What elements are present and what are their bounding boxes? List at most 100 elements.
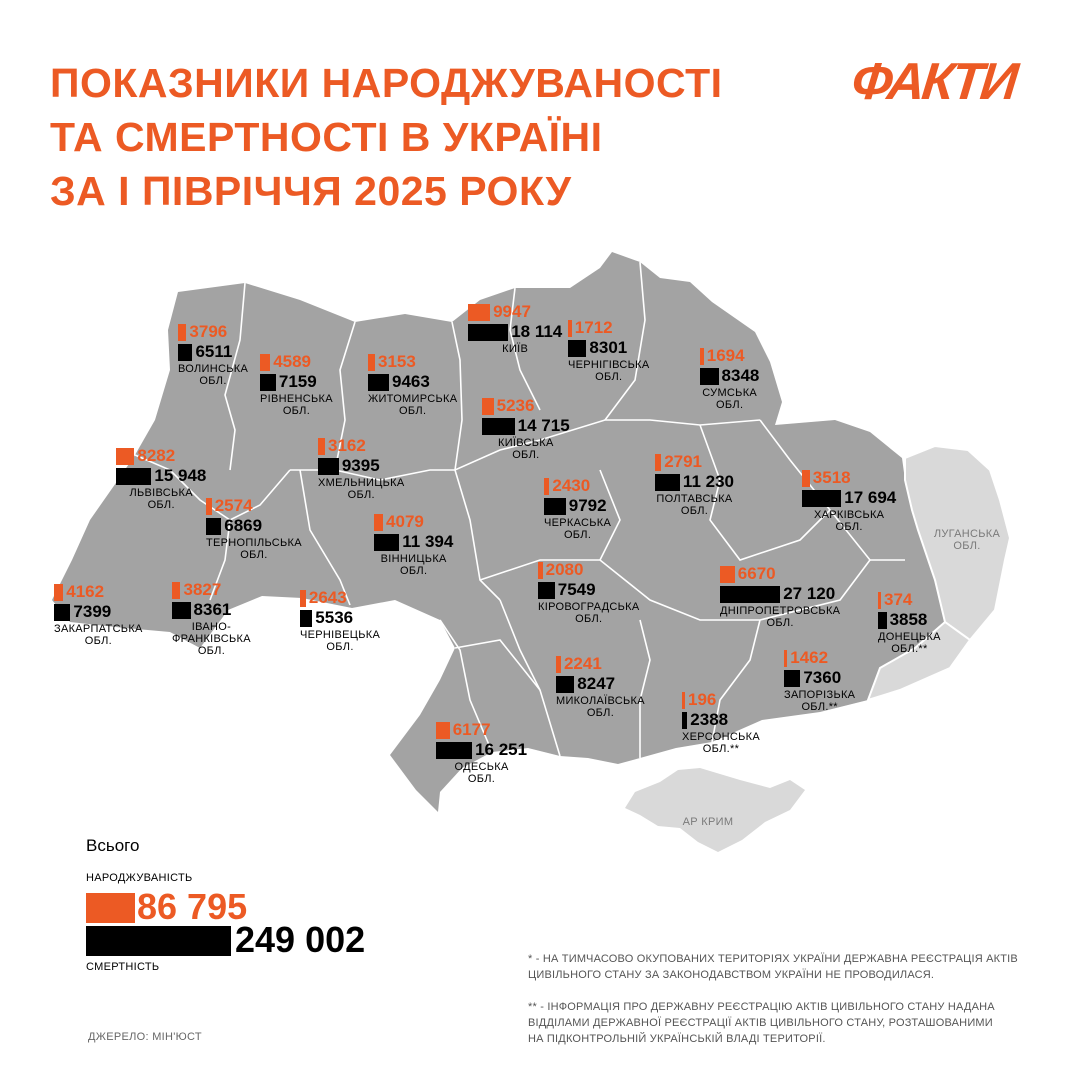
deaths-bar <box>54 603 71 621</box>
deaths-value: 18 114 <box>511 322 563 341</box>
title-line: ЗА І ПІВРІЧЧЯ 2025 РОКУ <box>50 168 572 214</box>
births-value: 4079 <box>386 512 424 531</box>
totals-heading: Всього <box>86 836 140 855</box>
region-name-line: ВОЛИНСЬКА <box>178 363 249 375</box>
births-bar <box>482 397 494 415</box>
region-name-rivnenska: РІВНЕНСЬКА ОБЛ. <box>260 393 333 417</box>
births-value: 5236 <box>496 396 535 415</box>
footnote-1: * - НА ТИМЧАСОВО ОКУПОВАНИХ ТЕРИТОРІЯХ У… <box>528 951 1018 983</box>
births-value: 4162 <box>66 582 105 601</box>
region-stat-kirovohradska: 2080 7549 КІРОВОГРАДСЬКА ОБЛ. <box>538 560 639 625</box>
region-stat-vinnytska: 4079 11 394 ВІННИЦЬКА ОБЛ. <box>374 512 453 577</box>
region-name-line: ОБЛ. <box>575 613 603 625</box>
deaths-bar <box>556 675 575 693</box>
births-bar <box>300 589 306 607</box>
map-occupied-luhansk <box>904 444 1012 642</box>
footnote-line: ЦИВІЛЬНОГО СТАНУ ЗА ЗАКОНОДАВСТВОМ УКРАЇ… <box>528 969 935 981</box>
births-value: 2430 <box>552 476 591 495</box>
births-value: 8282 <box>137 446 176 465</box>
births-value: 6177 <box>452 720 491 739</box>
region-label-line: ЛУГАНСЬКА <box>933 528 1001 540</box>
region-name-ivano-frankivska: ІВАНО- ФРАНКІВСЬКА ОБЛ. <box>172 621 251 657</box>
region-name-line: ОБЛ. <box>563 529 592 541</box>
region-name-kyivska: КИЇВСЬКА ОБЛ. <box>482 437 570 461</box>
births-bar <box>700 347 704 365</box>
region-label-line: ОБЛ. <box>953 540 981 552</box>
deaths-value: 8361 <box>193 600 232 619</box>
births-bar <box>784 649 788 667</box>
deaths-value: 11 230 <box>682 472 734 491</box>
region-name-volynska: ВОЛИНСЬКА ОБЛ. <box>178 363 248 387</box>
deaths-value: 17 694 <box>844 488 897 507</box>
births-value: 3518 <box>812 468 851 487</box>
region-name-kharkivska: ХАРКІВСЬКА ОБЛ. <box>802 509 896 533</box>
region-label-luhansk: ЛУГАНСЬКА ОБЛ. <box>927 528 1007 552</box>
region-name-line: ОДЕСЬКА <box>454 761 509 773</box>
deaths-value: 27 120 <box>783 584 836 603</box>
births-value: 4589 <box>273 352 312 371</box>
map-controlled-territory <box>52 252 945 812</box>
page-title: ПОКАЗНИКИ НАРОДЖУВАНОСТІ ТА СМЕРТНОСТІ В… <box>50 56 723 218</box>
region-name-cherkaska: ЧЕРКАСЬКА ОБЛ. <box>544 517 611 541</box>
region-name-line: РІВНЕНСЬКА <box>260 393 333 405</box>
deaths-bar <box>482 417 515 435</box>
source-note: ДЖЕРЕЛО: МІН'ЮСТ <box>88 1031 202 1043</box>
deaths-bar <box>682 711 688 729</box>
region-stat-mykolaivska: 2241 8247 МИКОЛАЇВСЬКА ОБЛ. <box>556 654 645 719</box>
region-name-kirovohradska: КІРОВОГРАДСЬКА ОБЛ. <box>538 601 639 625</box>
totals-births-label: НАРОДЖУВАНІСТЬ <box>86 872 193 884</box>
region-stat-sumska: 1694 8348 СУМСЬКА ОБЛ. <box>700 346 759 411</box>
region-name-line: ПОЛТАВСЬКА <box>656 493 733 505</box>
region-name-line: ІВАНО- <box>191 621 232 633</box>
region-name-line: ОБЛ. <box>240 549 268 561</box>
births-bar <box>260 353 271 371</box>
region-name-line: ОБЛ. <box>326 641 354 653</box>
totals-births-value: 86 795 <box>137 886 248 927</box>
deaths-bar <box>468 323 509 341</box>
births-bar <box>318 437 326 455</box>
region-name-vinnytska: ВІННИЦЬКА ОБЛ. <box>374 553 453 577</box>
region-name-odeska: ОДЕСЬКА ОБЛ. <box>436 761 527 785</box>
footnote-line: ** - ІНФОРМАЦІЯ ПРО ДЕРЖАВНУ РЕЄСТРАЦІЮ … <box>528 1001 995 1013</box>
births-value: 3153 <box>377 352 416 371</box>
births-bar <box>655 453 662 471</box>
footnote-line: ВІДДІЛАМИ ДЕРЖАВНОЇ РЕЄСТРАЦІЇ АКТІВ ЦИВ… <box>528 1017 993 1029</box>
births-value: 1712 <box>574 318 613 337</box>
deaths-value: 2388 <box>690 710 729 729</box>
region-stat-volynska: 3796 6511 ВОЛИНСЬКА ОБЛ. <box>178 322 248 387</box>
deaths-value: 7549 <box>557 580 596 599</box>
map-occupied-south <box>866 620 972 702</box>
region-stat-chernihivska: 1712 8301 ЧЕРНІГІВСЬКА ОБЛ. <box>568 318 650 383</box>
region-label-line: АР КРИМ <box>682 816 734 828</box>
region-name-line: ОБЛ. <box>680 505 709 517</box>
region-name-line: МИКОЛАЇВСЬКА <box>556 695 645 707</box>
region-name-line: ДНІПРОПЕТРОВСЬКА <box>720 605 841 617</box>
region-stat-odeska: 6177 16 251 ОДЕСЬКА ОБЛ. <box>436 720 527 785</box>
births-bar <box>368 353 375 371</box>
deaths-bar <box>538 581 555 599</box>
region-name-line: ДОНЕЦЬКА <box>878 631 941 643</box>
births-bar <box>720 565 735 583</box>
region-name-line: ОБЛ.** <box>702 743 740 755</box>
births-value: 3796 <box>189 322 228 341</box>
region-name-line: ОБЛ. <box>199 375 227 387</box>
region-name-line: ТЕРНОПІЛЬСЬКА <box>206 537 302 549</box>
region-name-line: ВІННИЦЬКА <box>380 553 447 565</box>
region-stat-cherkaska: 2430 9792 ЧЕРКАСЬКА ОБЛ. <box>544 476 611 541</box>
region-name-line: ОБЛ. <box>399 405 427 417</box>
births-bar <box>468 303 491 321</box>
region-stat-donetska: 374 3858 ДОНЕЦЬКА ОБЛ.** <box>878 590 941 655</box>
region-stat-lvivska: 8282 15 948 ЛЬВІВСЬКА ОБЛ. <box>116 446 206 511</box>
births-bar <box>116 447 135 465</box>
births-value: 2080 <box>545 560 584 579</box>
region-name-line: ОБЛ. <box>84 635 112 647</box>
births-bar <box>54 583 64 601</box>
births-bar <box>172 581 181 599</box>
footnote-line: * - НА ТИМЧАСОВО ОКУПОВАНИХ ТЕРИТОРІЯХ У… <box>528 953 1018 965</box>
deaths-bar <box>178 343 193 361</box>
region-stat-khmelnytska: 3162 9395 ХМЕЛЬНИЦЬКА ОБЛ. <box>318 436 405 501</box>
births-value: 2574 <box>214 496 253 515</box>
deaths-bar <box>784 669 801 687</box>
region-name-lvivska: ЛЬВІВСЬКА ОБЛ. <box>116 487 206 511</box>
